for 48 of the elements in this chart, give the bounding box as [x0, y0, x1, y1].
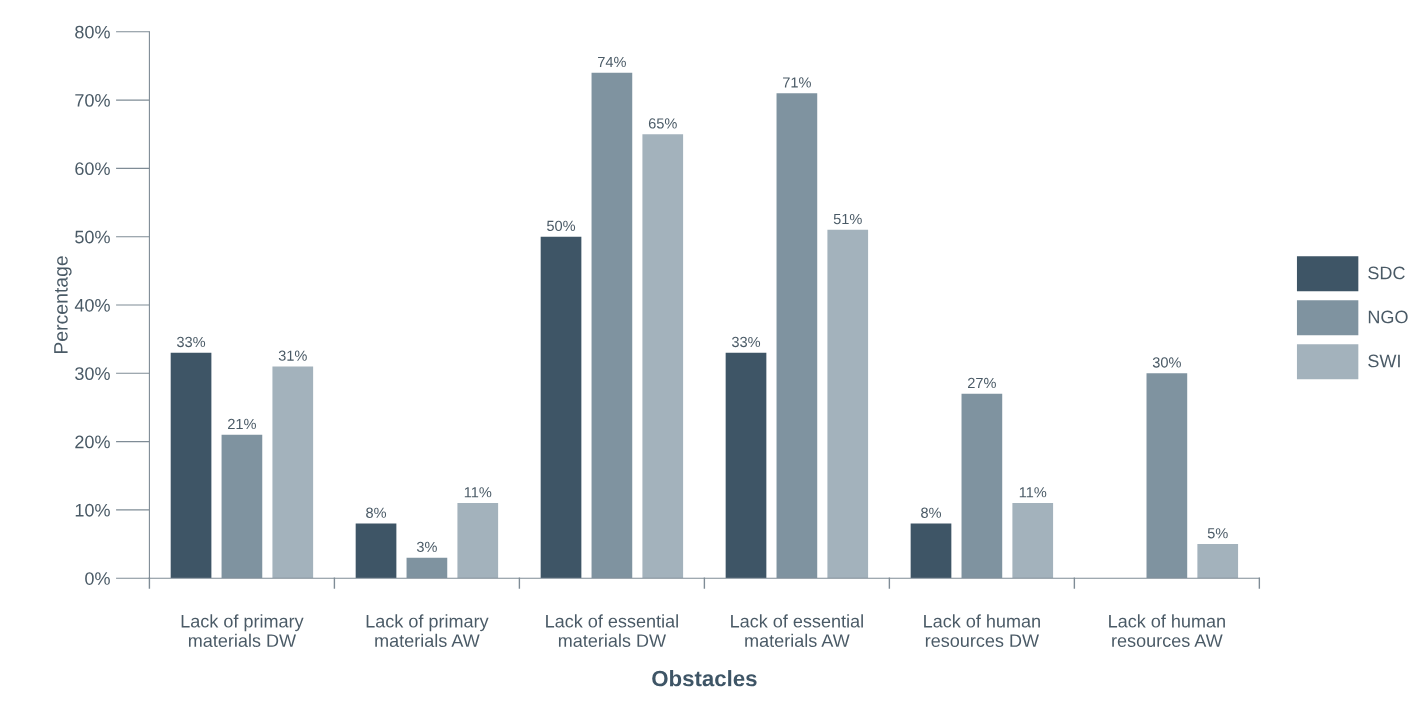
y-axis-title: Percentage	[54, 256, 72, 354]
data-label: 74%	[598, 56, 626, 68]
y-tick-label: 70%	[75, 94, 110, 107]
y-tick-label: 50%	[75, 230, 110, 244]
data-label: 8%	[921, 507, 942, 518]
x-tick-label: Lack of human resources DW	[924, 614, 1040, 648]
y-tick-label: 40%	[74, 298, 110, 312]
data-label: 65%	[648, 118, 677, 129]
x-axis-title: Obstacles	[652, 670, 757, 687]
bar	[272, 366, 314, 579]
x-tick-label: Lack of essential materials DW	[546, 614, 678, 648]
data-label: 11%	[1019, 487, 1047, 498]
bar	[642, 134, 684, 579]
x-tick-label: Lack of human resources AW	[1109, 614, 1225, 648]
data-label: 3%	[416, 541, 437, 553]
data-label: 27%	[968, 377, 996, 389]
data-label: 31%	[278, 350, 307, 361]
data-label: 11%	[464, 487, 492, 498]
data-label: 30%	[1152, 357, 1181, 368]
y-tick-label: 30%	[75, 367, 110, 381]
bar	[457, 503, 499, 579]
data-label: 33%	[177, 336, 206, 348]
data-label: 8%	[366, 507, 387, 518]
data-label: 21%	[228, 418, 256, 430]
y-tick-label: 10%	[75, 503, 110, 517]
x-tick-label: Lack of primary materials AW	[366, 614, 489, 648]
legend-label: NGO	[1368, 310, 1408, 324]
data-label: 50%	[547, 220, 576, 232]
bar	[355, 523, 397, 579]
data-label: 51%	[833, 213, 862, 225]
bar	[1197, 544, 1239, 579]
bar	[540, 236, 582, 579]
y-tick-label: 20%	[75, 435, 110, 449]
bar	[1012, 503, 1054, 579]
y-tick-label: 80%	[75, 25, 110, 39]
y-tick-label: 60%	[75, 162, 110, 176]
x-tick-label: Lack of primary materials DW	[181, 614, 304, 648]
legend-label: SDC	[1368, 266, 1405, 280]
bar	[725, 352, 767, 579]
bar	[910, 523, 952, 579]
bar	[170, 352, 212, 579]
y-tick-label: 0%	[85, 572, 110, 585]
x-tick-label: Lack of essential materials AW	[731, 614, 863, 648]
legend-label: SWI	[1368, 354, 1400, 368]
data-label: 33%	[731, 336, 761, 348]
data-label: 5%	[1207, 528, 1228, 539]
data-label: 71%	[783, 77, 811, 88]
bar	[827, 229, 869, 579]
